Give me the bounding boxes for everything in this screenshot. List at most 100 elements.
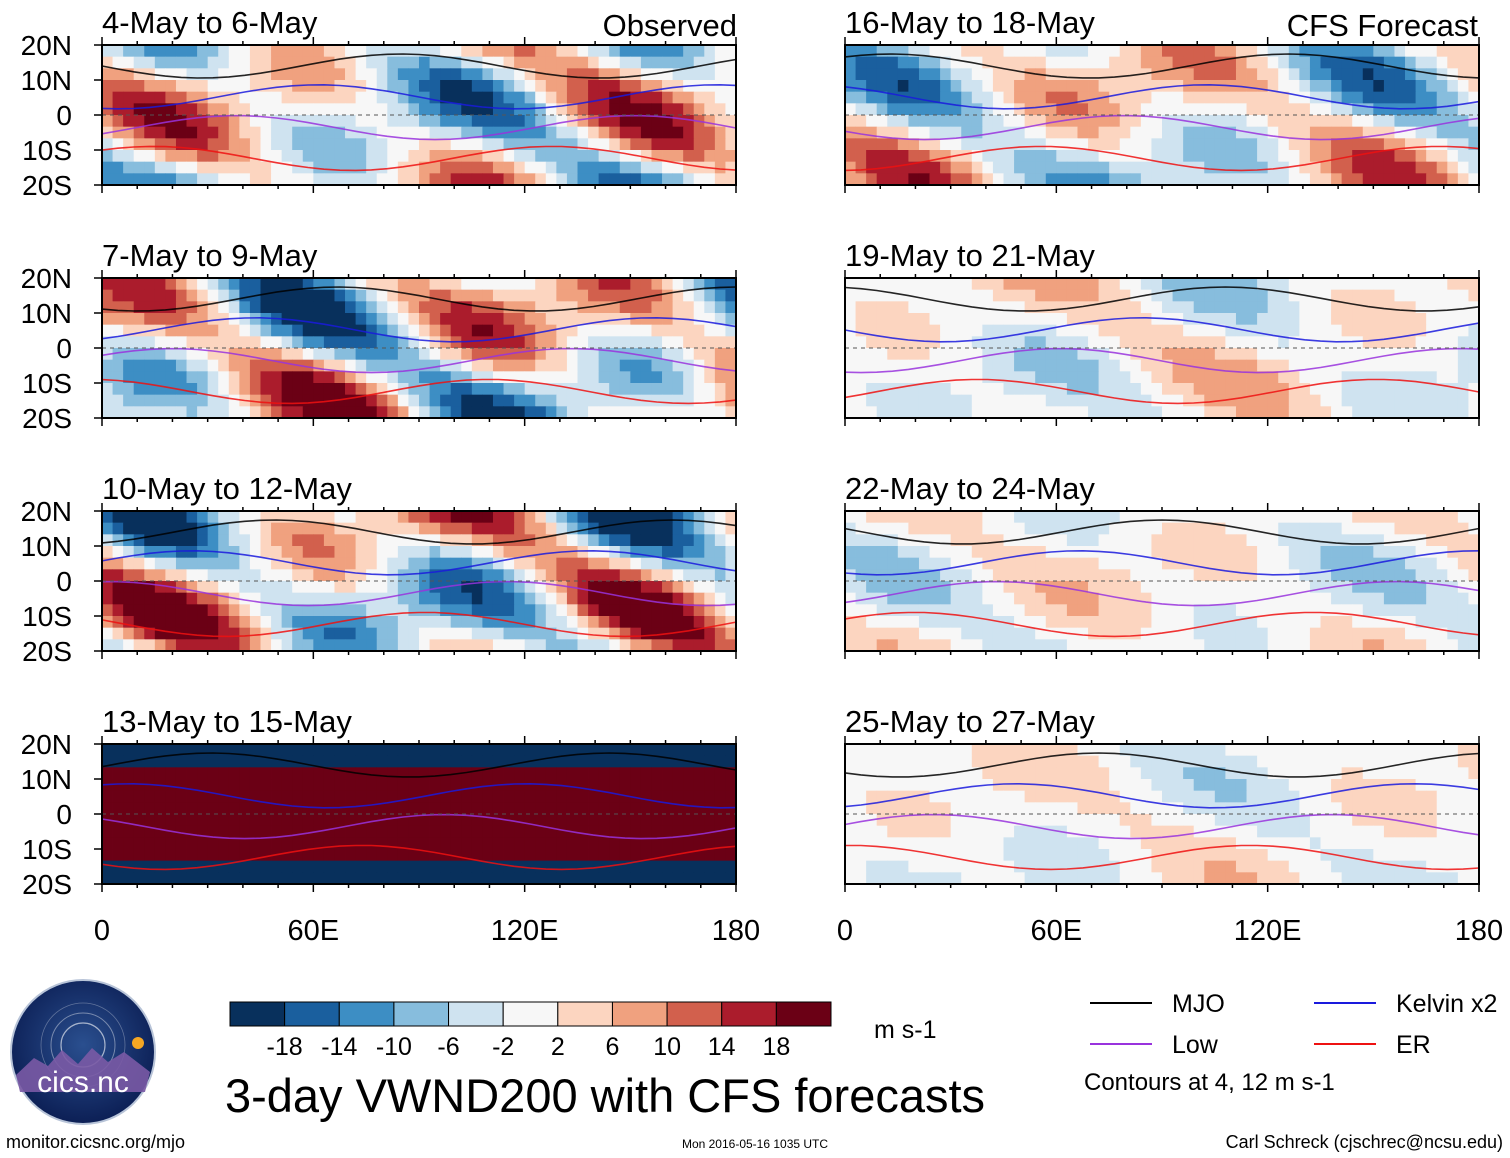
heat-cell bbox=[1267, 522, 1279, 535]
heat-cell bbox=[302, 278, 314, 291]
heat-cell bbox=[408, 161, 420, 174]
heat-cell bbox=[566, 627, 578, 640]
heat-cell bbox=[524, 825, 536, 838]
heat-cell bbox=[1045, 406, 1057, 419]
heat-cell bbox=[1373, 56, 1385, 69]
heat-cell bbox=[577, 860, 589, 873]
heat-cell bbox=[1426, 313, 1438, 326]
heat-cell bbox=[651, 383, 663, 396]
heat-cell bbox=[471, 779, 483, 792]
heat-cell bbox=[1331, 383, 1343, 396]
heat-cell bbox=[292, 802, 304, 815]
heat-cell bbox=[334, 767, 346, 780]
heat-cell bbox=[1140, 569, 1152, 582]
heat-cell bbox=[1447, 289, 1459, 302]
heat-cell bbox=[450, 301, 462, 314]
heat-cell bbox=[1436, 91, 1448, 104]
heat-cell bbox=[535, 755, 547, 768]
heat-cell bbox=[588, 825, 600, 838]
heat-cell bbox=[503, 91, 515, 104]
heat-cell bbox=[1352, 289, 1364, 302]
heat-cell bbox=[429, 103, 441, 116]
heat-cell bbox=[429, 289, 441, 302]
heat-cell bbox=[1193, 511, 1205, 524]
heat-cell bbox=[1288, 511, 1300, 524]
heat-cell bbox=[313, 604, 325, 617]
heat-cell bbox=[1024, 91, 1036, 104]
heat-cell bbox=[940, 103, 952, 116]
heat-cell bbox=[651, 336, 663, 349]
heat-cell bbox=[1383, 301, 1395, 314]
heat-cell bbox=[1246, 161, 1258, 174]
heat-cell bbox=[165, 278, 177, 291]
heat-cell bbox=[239, 534, 251, 547]
heat-cell bbox=[1077, 324, 1089, 337]
heat-cell bbox=[524, 359, 536, 372]
heat-cell bbox=[950, 173, 962, 186]
heat-cell bbox=[598, 383, 610, 396]
heat-cell bbox=[866, 383, 878, 396]
heat-cell bbox=[323, 336, 335, 349]
heat-cell bbox=[387, 849, 399, 862]
heat-cell bbox=[461, 348, 473, 361]
heat-cell bbox=[419, 348, 430, 361]
heat-cell bbox=[535, 802, 547, 815]
heat-cell bbox=[1436, 383, 1448, 396]
heat-cell bbox=[1056, 359, 1068, 372]
heat-cell bbox=[1447, 161, 1459, 174]
heat-cell bbox=[535, 126, 547, 139]
heat-cell bbox=[471, 371, 483, 384]
heat-cell bbox=[440, 546, 452, 559]
heat-cell bbox=[133, 616, 145, 629]
heat-cell bbox=[982, 313, 994, 326]
heat-cell bbox=[693, 592, 705, 605]
heat-cell bbox=[535, 68, 547, 81]
heat-cell bbox=[1151, 45, 1163, 58]
heat-cell bbox=[1151, 359, 1163, 372]
heat-cell bbox=[640, 278, 652, 291]
heat-cell bbox=[672, 744, 684, 757]
heat-cell bbox=[482, 313, 494, 326]
heat-cell bbox=[1457, 313, 1469, 326]
heat-cell bbox=[714, 546, 726, 559]
heat-cell bbox=[292, 790, 304, 803]
heat-cell bbox=[1056, 289, 1068, 302]
heat-cell bbox=[598, 849, 610, 862]
heat-cell bbox=[154, 837, 166, 850]
heat-cell bbox=[1214, 348, 1226, 361]
heat-cell bbox=[683, 126, 695, 139]
heat-cell bbox=[662, 394, 673, 407]
heat-cell bbox=[1003, 557, 1015, 570]
heat-cell bbox=[1373, 359, 1385, 372]
heat-cell bbox=[1162, 336, 1173, 349]
heat-cell bbox=[1426, 278, 1438, 291]
heat-cell bbox=[577, 557, 589, 570]
heat-cell bbox=[1024, 313, 1036, 326]
heat-cell bbox=[133, 68, 145, 81]
heat-cell bbox=[1088, 278, 1099, 291]
heat-cell bbox=[524, 569, 536, 582]
heat-cell bbox=[165, 744, 177, 757]
heat-cell bbox=[1331, 394, 1343, 407]
heat-cell bbox=[545, 289, 557, 302]
heat-cell bbox=[419, 744, 430, 757]
heat-cell bbox=[1088, 511, 1099, 524]
heat-cell bbox=[366, 68, 378, 81]
heat-cell bbox=[514, 406, 526, 419]
heat-cell bbox=[313, 639, 325, 652]
heat-cell bbox=[1193, 371, 1205, 384]
y-tick-label: 10N bbox=[21, 531, 72, 562]
heat-cell bbox=[514, 802, 526, 815]
heat-cell bbox=[1320, 394, 1332, 407]
heat-cell bbox=[1077, 289, 1089, 302]
heat-cell bbox=[112, 348, 124, 361]
heat-cell bbox=[651, 91, 663, 104]
heat-cell bbox=[545, 569, 557, 582]
heat-cell bbox=[1204, 359, 1216, 372]
heat-cell bbox=[950, 138, 962, 151]
heat-cell bbox=[950, 534, 962, 547]
heat-cell bbox=[1373, 138, 1385, 151]
heat-cell bbox=[1320, 557, 1332, 570]
heat-cell bbox=[323, 313, 335, 326]
heat-cell bbox=[1204, 313, 1216, 326]
